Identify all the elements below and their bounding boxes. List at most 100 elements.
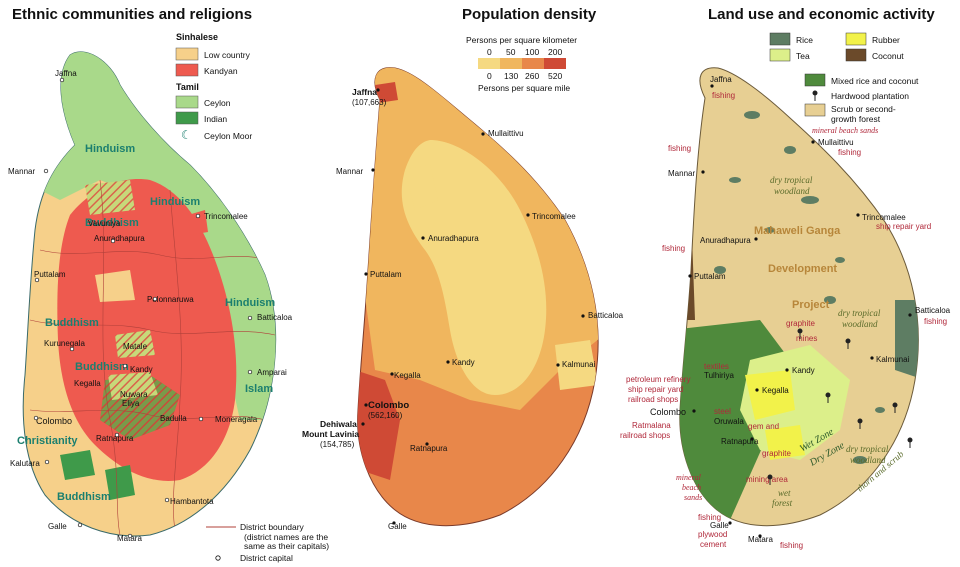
ann-graphite-2: graphite: [762, 449, 791, 458]
place-kalutara: Kalutara: [10, 459, 40, 468]
ann-gem-and: gem and: [748, 422, 779, 431]
ann-fishing-matara: fishing: [780, 541, 803, 550]
density-place-labels: Jaffna (107,663) Mullaittivu Mannar Trin…: [302, 87, 624, 531]
density-colombo-pop: (562,160): [368, 411, 403, 420]
ann-development: Development: [768, 263, 837, 275]
ann-mines: mines: [796, 334, 817, 343]
legend-district-boundary: District boundary: [240, 522, 305, 532]
density-mannar: Mannar: [336, 167, 363, 176]
landuse-galle: Galle: [710, 521, 729, 530]
landuse-batticaloa: Batticaloa: [915, 306, 951, 315]
religion-hinduism-mid: Hinduism: [150, 196, 200, 208]
legend-tamil-heading: Tamil: [176, 82, 199, 92]
ann-dry-woodland-3a: dry tropical: [846, 444, 889, 454]
ann-graphite-1: graphite: [786, 319, 815, 328]
density-km-tick-1: 50: [506, 47, 516, 57]
legend-low-country: Low country: [204, 50, 251, 60]
density-puttalam: Puttalam: [370, 270, 402, 279]
place-colombo: Colombo: [36, 416, 72, 426]
ann-fishing-west: fishing: [662, 244, 685, 253]
landuse-map: Jaffna Mullaittivu Mannar Anuradhapura T…: [620, 32, 951, 550]
density-map-title: Population density: [462, 6, 597, 23]
ann-dry-woodland-1a: dry tropical: [770, 175, 813, 185]
density-mi-tick-0: 0: [487, 71, 492, 81]
density-mi-tick-3: 520: [548, 71, 562, 81]
place-kegalla: Kegalla: [74, 379, 101, 388]
ann-mineral-beach-sands: mineral beach sands: [812, 126, 878, 135]
landuse-ratnapura: Ratnapura: [721, 437, 759, 446]
ann-railroad-2: railroad shops: [620, 431, 670, 440]
hardwood-icon: [812, 90, 818, 101]
religion-buddhism-2: Buddhism: [45, 317, 99, 329]
density-jaffna-dark: [375, 82, 398, 103]
place-matara: Matara: [117, 534, 142, 543]
ann-dry-woodland-2a: dry tropical: [838, 308, 881, 318]
density-galle: Galle: [388, 522, 407, 531]
place-anuradhapura: Anuradhapura: [94, 234, 145, 243]
religion-hinduism-east: Hinduism: [225, 297, 275, 309]
density-ratnapura: Ratnapura: [410, 444, 448, 453]
place-vavuniya: Vavuniya: [88, 219, 121, 228]
ann-steel: steel: [714, 407, 731, 416]
density-kandy: Kandy: [452, 358, 475, 367]
religion-islam: Islam: [245, 383, 273, 395]
religion-hinduism-north: Hinduism: [85, 143, 135, 155]
legend-mixed: Mixed rice and coconut: [831, 76, 919, 86]
density-kegalla: Kegalla: [394, 371, 421, 380]
ann-mineral-2: beach: [682, 483, 701, 492]
legend-rice: Rice: [796, 35, 813, 45]
density-mi-caption: Persons per square mile: [478, 83, 570, 93]
place-batticaloa: Batticaloa: [257, 313, 293, 322]
ann-petroleum: petroleum refinery: [626, 375, 690, 384]
landuse-rubber: [745, 370, 795, 420]
ann-mahaweli: Mahaweli Ganga: [754, 225, 841, 237]
density-map: Jaffna (107,663) Mullaittivu Mannar Trin…: [302, 35, 624, 531]
density-dehiwala-pop: (154,785): [320, 440, 355, 449]
religion-christianity: Christianity: [17, 435, 78, 447]
density-dehiwala-2: Mount Lavinia: [302, 429, 359, 439]
place-trincomalee: Trincomalee: [204, 212, 248, 221]
ann-fishing-mullaittivu: fishing: [838, 148, 861, 157]
ann-fishing-batti: fishing: [924, 317, 947, 326]
landuse-jaffna: Jaffna: [710, 75, 732, 84]
landuse-colombo: Colombo: [650, 407, 686, 417]
place-matale: Matale: [123, 342, 148, 351]
ann-dry-woodland-1b: woodland: [774, 186, 810, 196]
place-ratnapura: Ratnapura: [96, 434, 134, 443]
hardwood-markers: [767, 328, 913, 485]
place-galle: Galle: [48, 522, 67, 531]
legend-indian: Indian: [204, 114, 227, 124]
ethnic-map: Hinduism Hinduism Hinduism Buddhism Budd…: [8, 32, 329, 563]
trinco-kandyan: [188, 210, 208, 235]
place-amparai: Amparai: [257, 368, 287, 377]
ann-ratmalana: Ratmalana: [632, 421, 671, 430]
legend-coconut: Coconut: [872, 51, 904, 61]
place-badulla: Badulla: [160, 414, 187, 423]
ann-wet-forest-1: wet: [778, 488, 791, 498]
landuse-place-labels: Jaffna Mullaittivu Mannar Anuradhapura T…: [650, 75, 951, 544]
density-mi-tick-2: 260: [525, 71, 539, 81]
place-puttalam: Puttalam: [34, 270, 66, 279]
landuse-map-title: Land use and economic activity: [708, 6, 935, 23]
density-band-4: [357, 370, 400, 480]
ann-mining-area: mining area: [746, 475, 788, 484]
density-town-markers: [361, 88, 585, 525]
ann-dry-woodland-2b: woodland: [842, 319, 878, 329]
place-kandy: Kandy: [130, 365, 153, 374]
low-country-pocket: [95, 270, 135, 302]
density-colombo: Colombo: [368, 400, 409, 411]
density-dehiwala-1: Dehiwala: [320, 419, 357, 429]
legend-scrub-2: growth forest: [831, 114, 881, 124]
density-mi-tick-1: 130: [504, 71, 518, 81]
density-mullaittivu: Mullaittivu: [488, 129, 524, 138]
density-trincomalee: Trincomalee: [532, 212, 576, 221]
ann-plywood: plywood: [698, 530, 727, 539]
ann-fishing-jaffna: fishing: [712, 91, 735, 100]
landuse-kalmunai: Kalmunai: [876, 355, 910, 364]
ann-cement: cement: [700, 540, 727, 549]
hatched-matale: [115, 330, 155, 358]
density-jaffna: Jaffna: [352, 87, 377, 97]
place-moneragala: Moneragala: [215, 415, 258, 424]
density-band-1c: [555, 340, 598, 390]
